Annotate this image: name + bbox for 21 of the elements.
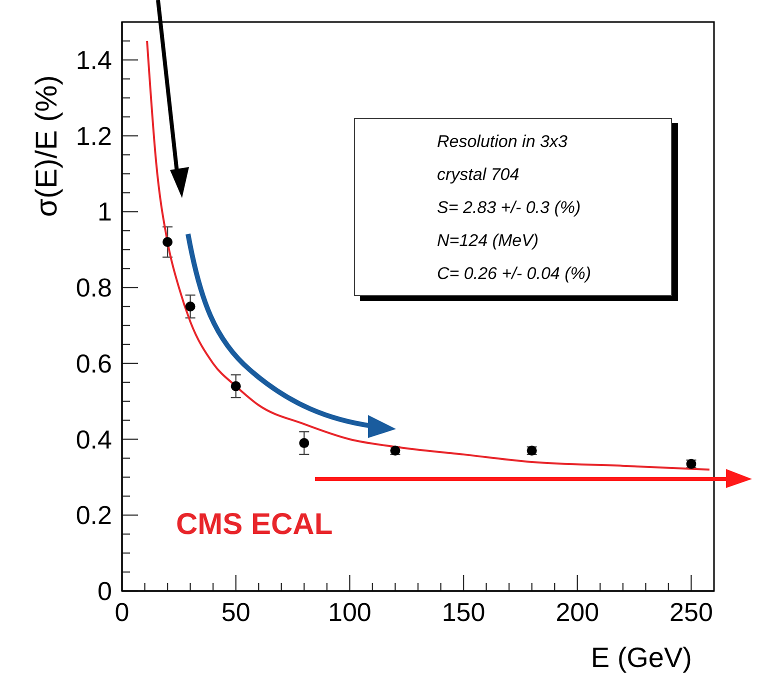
annotation: N=124 (MeV) [437, 230, 540, 252]
x-tick-label: 200 [556, 597, 600, 627]
y-axis-title: σ(E)/E (%) [30, 75, 64, 217]
y-tick-label: 0.6 [76, 348, 112, 378]
y-tick-label: 0.4 [76, 424, 112, 454]
y-tick-label: 0.8 [76, 272, 112, 303]
y-tick-label: 1.4 [76, 44, 112, 75]
annotation: S= 2.83 +/- 0.3 (%) [437, 197, 582, 219]
x-tick-label: 100 [328, 597, 372, 627]
annotation: CMS ECAL [176, 508, 333, 542]
x-tick-label: 50 [221, 597, 250, 627]
y-tick-label: 0 [98, 576, 112, 606]
y-tick-label: 0.2 [76, 500, 112, 530]
y-tick-label: 1 [98, 196, 112, 227]
y-tick-label: 1.2 [76, 120, 112, 151]
annotation: Resolution in 3x3 [437, 131, 568, 153]
annotation: crystal 704 [437, 164, 520, 186]
annotation: C= 0.26 +/- 0.04 (%) [437, 263, 592, 285]
x-tick-label: 150 [442, 597, 486, 627]
x-tick-label: 250 [670, 597, 713, 627]
x-axis-title: E (GeV) [590, 642, 692, 673]
